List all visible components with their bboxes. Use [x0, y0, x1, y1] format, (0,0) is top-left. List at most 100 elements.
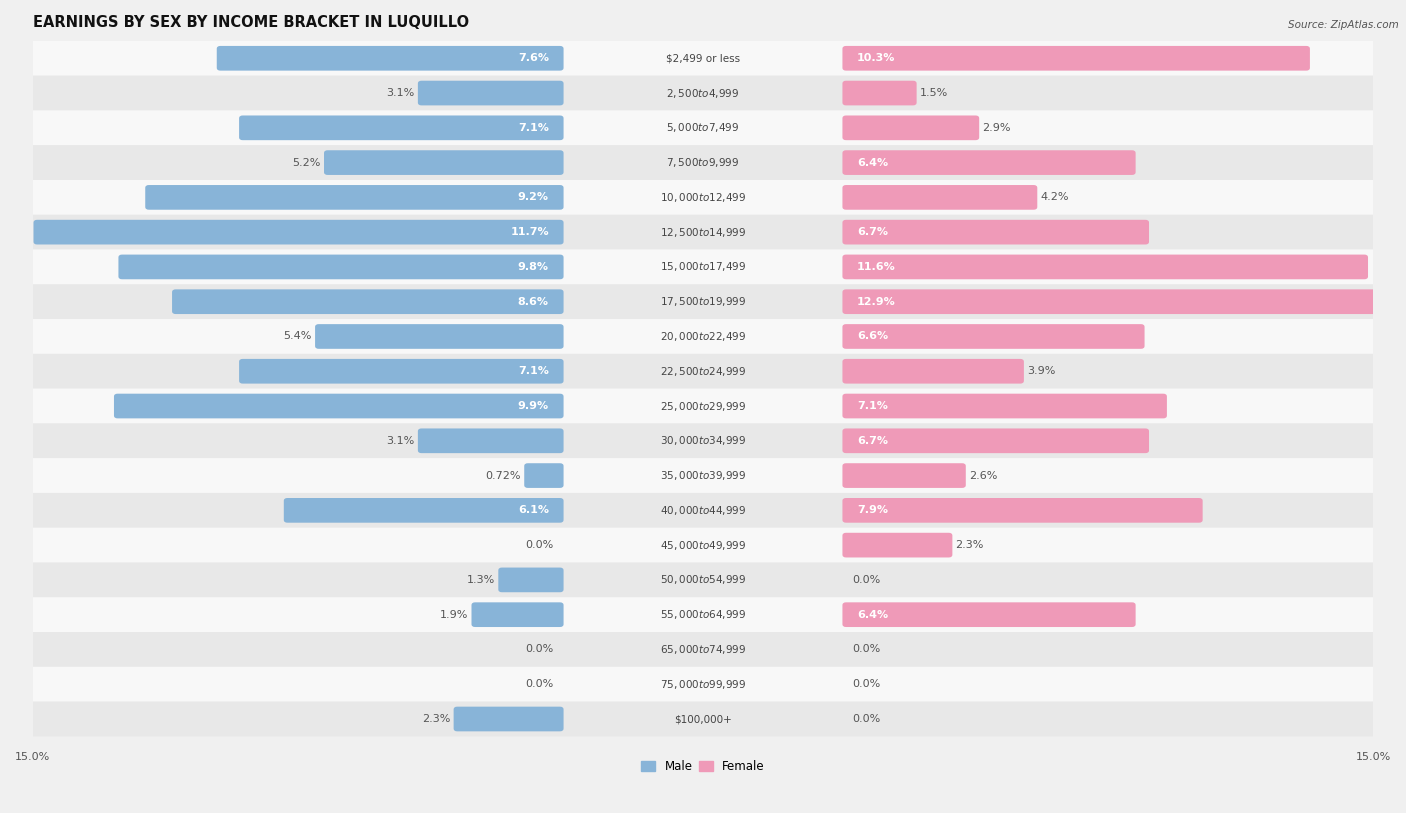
Text: 7.6%: 7.6% — [517, 54, 548, 63]
Text: $17,500 to $19,999: $17,500 to $19,999 — [659, 295, 747, 308]
FancyBboxPatch shape — [842, 463, 966, 488]
Text: 9.8%: 9.8% — [517, 262, 548, 272]
FancyBboxPatch shape — [239, 359, 564, 384]
Text: 0.0%: 0.0% — [524, 540, 554, 550]
FancyBboxPatch shape — [454, 706, 564, 732]
Text: 0.0%: 0.0% — [524, 645, 554, 654]
Text: 11.6%: 11.6% — [858, 262, 896, 272]
Text: $7,500 to $9,999: $7,500 to $9,999 — [666, 156, 740, 169]
Text: 6.4%: 6.4% — [858, 610, 889, 620]
Text: $65,000 to $74,999: $65,000 to $74,999 — [659, 643, 747, 656]
FancyBboxPatch shape — [842, 428, 1149, 453]
Text: $15,000 to $17,499: $15,000 to $17,499 — [659, 260, 747, 273]
Text: $50,000 to $54,999: $50,000 to $54,999 — [659, 573, 747, 586]
Text: $10,000 to $12,499: $10,000 to $12,499 — [659, 191, 747, 204]
Text: 7.1%: 7.1% — [517, 123, 548, 133]
FancyBboxPatch shape — [842, 393, 1167, 419]
Text: 9.9%: 9.9% — [517, 401, 548, 411]
Text: 2.6%: 2.6% — [969, 471, 997, 480]
FancyBboxPatch shape — [842, 498, 1202, 523]
Text: $2,500 to $4,999: $2,500 to $4,999 — [666, 86, 740, 99]
Text: $25,000 to $29,999: $25,000 to $29,999 — [659, 399, 747, 412]
FancyBboxPatch shape — [524, 463, 564, 488]
FancyBboxPatch shape — [32, 667, 1374, 702]
FancyBboxPatch shape — [418, 80, 564, 106]
Text: Source: ZipAtlas.com: Source: ZipAtlas.com — [1288, 20, 1399, 30]
FancyBboxPatch shape — [32, 424, 1374, 459]
FancyBboxPatch shape — [32, 250, 1374, 285]
FancyBboxPatch shape — [32, 528, 1374, 563]
FancyBboxPatch shape — [32, 389, 1374, 424]
FancyBboxPatch shape — [32, 76, 1374, 111]
FancyBboxPatch shape — [32, 632, 1374, 667]
FancyBboxPatch shape — [217, 46, 564, 71]
FancyBboxPatch shape — [842, 185, 1038, 210]
FancyBboxPatch shape — [118, 254, 564, 280]
Text: $2,499 or less: $2,499 or less — [666, 54, 740, 63]
Text: $40,000 to $44,999: $40,000 to $44,999 — [659, 504, 747, 517]
FancyBboxPatch shape — [32, 41, 1374, 76]
Text: 8.6%: 8.6% — [517, 297, 548, 307]
FancyBboxPatch shape — [471, 602, 564, 627]
FancyBboxPatch shape — [32, 702, 1374, 737]
Text: 6.6%: 6.6% — [858, 332, 889, 341]
Text: 2.9%: 2.9% — [983, 123, 1011, 133]
FancyBboxPatch shape — [145, 185, 564, 210]
Text: $35,000 to $39,999: $35,000 to $39,999 — [659, 469, 747, 482]
Text: 12.9%: 12.9% — [858, 297, 896, 307]
Text: 0.72%: 0.72% — [485, 471, 522, 480]
Text: 2.3%: 2.3% — [956, 540, 984, 550]
Text: 4.2%: 4.2% — [1040, 193, 1069, 202]
Text: $12,500 to $14,999: $12,500 to $14,999 — [659, 226, 747, 239]
Text: 3.1%: 3.1% — [387, 88, 415, 98]
Text: 0.0%: 0.0% — [852, 645, 882, 654]
Text: 1.9%: 1.9% — [440, 610, 468, 620]
Text: 0.0%: 0.0% — [852, 679, 882, 689]
FancyBboxPatch shape — [284, 498, 564, 523]
Text: $75,000 to $99,999: $75,000 to $99,999 — [659, 678, 747, 691]
FancyBboxPatch shape — [32, 180, 1374, 215]
FancyBboxPatch shape — [498, 567, 564, 592]
FancyBboxPatch shape — [32, 598, 1374, 632]
FancyBboxPatch shape — [239, 115, 564, 140]
Text: 5.2%: 5.2% — [292, 158, 321, 167]
Text: $45,000 to $49,999: $45,000 to $49,999 — [659, 539, 747, 552]
FancyBboxPatch shape — [842, 80, 917, 106]
Text: 7.1%: 7.1% — [517, 366, 548, 376]
FancyBboxPatch shape — [32, 319, 1374, 354]
FancyBboxPatch shape — [842, 254, 1368, 280]
FancyBboxPatch shape — [32, 285, 1374, 319]
Text: 0.0%: 0.0% — [852, 575, 882, 585]
FancyBboxPatch shape — [842, 150, 1136, 175]
Text: 11.7%: 11.7% — [510, 227, 548, 237]
Text: 1.3%: 1.3% — [467, 575, 495, 585]
Text: 0.0%: 0.0% — [852, 714, 882, 724]
FancyBboxPatch shape — [842, 602, 1136, 627]
FancyBboxPatch shape — [32, 563, 1374, 598]
FancyBboxPatch shape — [114, 393, 564, 419]
FancyBboxPatch shape — [32, 459, 1374, 493]
FancyBboxPatch shape — [32, 215, 1374, 250]
FancyBboxPatch shape — [323, 150, 564, 175]
FancyBboxPatch shape — [32, 146, 1374, 180]
FancyBboxPatch shape — [315, 324, 564, 349]
FancyBboxPatch shape — [32, 111, 1374, 146]
Text: 9.2%: 9.2% — [517, 193, 548, 202]
Text: $100,000+: $100,000+ — [673, 714, 733, 724]
FancyBboxPatch shape — [32, 493, 1374, 528]
FancyBboxPatch shape — [842, 115, 979, 140]
Text: 3.1%: 3.1% — [387, 436, 415, 446]
Text: 0.0%: 0.0% — [524, 679, 554, 689]
Text: 6.4%: 6.4% — [858, 158, 889, 167]
FancyBboxPatch shape — [172, 289, 564, 314]
Text: $20,000 to $22,499: $20,000 to $22,499 — [659, 330, 747, 343]
FancyBboxPatch shape — [842, 324, 1144, 349]
Text: 10.3%: 10.3% — [858, 54, 896, 63]
FancyBboxPatch shape — [34, 220, 564, 245]
Text: $30,000 to $34,999: $30,000 to $34,999 — [659, 434, 747, 447]
FancyBboxPatch shape — [32, 354, 1374, 389]
Text: 6.7%: 6.7% — [858, 436, 889, 446]
FancyBboxPatch shape — [418, 428, 564, 453]
Text: 6.7%: 6.7% — [858, 227, 889, 237]
Text: 6.1%: 6.1% — [517, 506, 548, 515]
